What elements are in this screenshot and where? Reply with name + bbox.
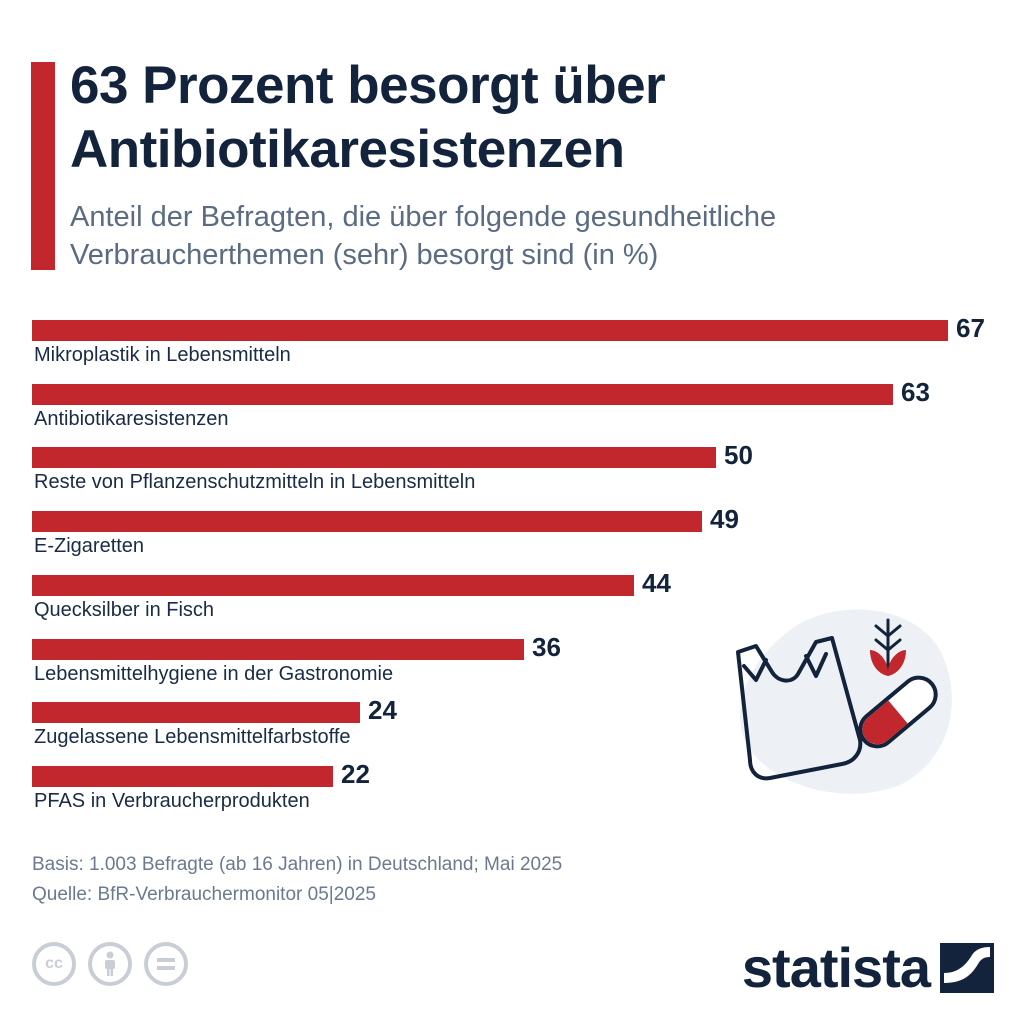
basis-note: Basis: 1.003 Befragte (ab 16 Jahren) in … — [32, 854, 563, 875]
category-label: PFAS in Verbraucherprodukten — [34, 790, 310, 812]
category-label: Quecksilber in Fisch — [34, 599, 215, 621]
bar — [32, 320, 948, 341]
cc-icon[interactable]: cc — [32, 942, 76, 986]
bar-value-label: 50 — [724, 440, 753, 470]
bar-row: 50 Reste von Pflanzenschutzmitteln in Leb… — [32, 440, 1012, 507]
title-accent-bar — [31, 62, 55, 270]
bar-value-label: 22 — [341, 759, 370, 789]
bar — [32, 384, 893, 405]
cc-icon-label: cc — [45, 955, 63, 972]
bar — [32, 639, 524, 660]
bar — [32, 511, 702, 532]
bar-value-label: 67 — [956, 313, 985, 343]
source-note: Quelle: BfR-Verbrauchermonitor 05|2025 — [32, 884, 376, 905]
bar — [32, 766, 333, 787]
bar-value-label: 24 — [368, 695, 397, 725]
attribution-icon[interactable] — [88, 942, 132, 986]
statista-brand[interactable]: statista — [742, 938, 994, 998]
category-label: Antibiotikaresistenzen — [34, 408, 229, 430]
bar — [32, 575, 634, 596]
bar-value-label: 36 — [532, 632, 561, 662]
category-label: Reste von Pflanzenschutzmitteln in Leben… — [34, 471, 476, 493]
bar-value-label: 44 — [642, 568, 671, 598]
bar-value-label: 63 — [901, 377, 930, 407]
page-subtitle: Anteil der Befragten, die über folgende … — [70, 201, 777, 271]
category-label: Mikroplastik in Lebensmitteln — [34, 344, 291, 366]
bar-row: 67 Mikroplastik in Lebensmitteln — [32, 313, 1012, 380]
bar — [32, 447, 716, 468]
statista-logo-icon — [940, 943, 994, 993]
equals-sign-icon — [157, 958, 175, 970]
chart-footer: Basis: 1.003 Befragte (ab 16 Jahren) in … — [32, 850, 562, 910]
bar-row: 49 E-Zigaretten — [32, 504, 1012, 571]
page-title: 63 Prozent besorgt über Antibiotikaresis… — [70, 56, 666, 179]
bar — [32, 702, 360, 723]
category-label: E-Zigaretten — [34, 535, 145, 557]
brand-name: statista — [741, 936, 931, 999]
license-icons: cc — [32, 942, 188, 986]
plastic-bag-pill-plant-illustration — [736, 609, 952, 794]
attribution-figure-icon — [105, 951, 115, 976]
no-derivatives-icon[interactable] — [144, 942, 188, 986]
bar-row: 63 Antibiotikaresistenzen — [32, 377, 1012, 444]
bar-value-label: 49 — [710, 504, 739, 534]
category-label: Lebensmittelhygiene in der Gastronomie — [34, 663, 394, 685]
category-label: Zugelassene Lebensmittelfarbstoffe — [34, 726, 351, 748]
